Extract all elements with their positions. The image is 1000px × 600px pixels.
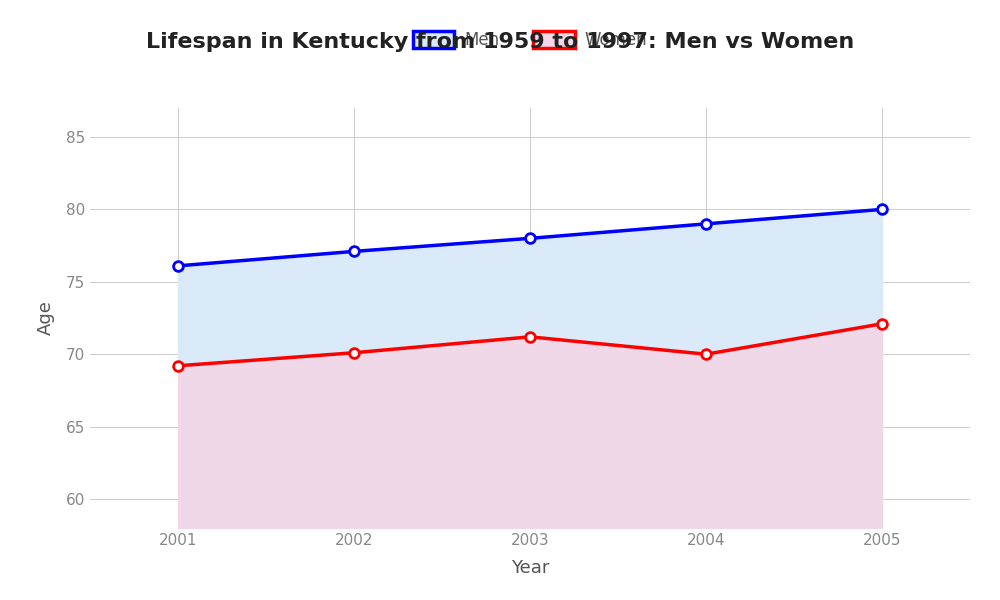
X-axis label: Year: Year [511, 559, 549, 577]
Y-axis label: Age: Age [37, 301, 55, 335]
Text: Lifespan in Kentucky from 1959 to 1997: Men vs Women: Lifespan in Kentucky from 1959 to 1997: … [146, 32, 854, 52]
Legend: Men, Women: Men, Women [406, 24, 654, 55]
